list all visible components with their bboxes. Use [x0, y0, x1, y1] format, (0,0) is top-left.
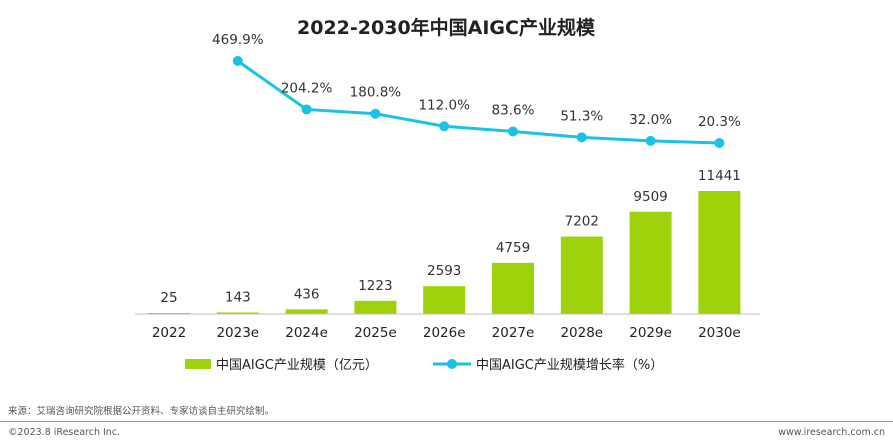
copyright: ©2023.8 iResearch Inc.: [8, 427, 121, 438]
x-tick-2029e: 2029e: [629, 325, 672, 341]
legend: 中国AIGC产业规模（亿元） 中国AIGC产业规模增长率（%）: [185, 357, 663, 373]
bar-2026e: [423, 286, 466, 314]
bar-2024e: [285, 309, 328, 314]
chart: 2022-2030年中国AIGC产业规模 25 143 436 1223 2593 475…: [135, 16, 760, 373]
legend-bar-label: 中国AIGC产业规模（亿元）: [216, 358, 378, 373]
bar-value-labels: 25 143 436 1223 2593 4759 7202 9509 11441: [160, 168, 740, 306]
bar-2027e: [492, 262, 534, 314]
legend-line-label: 中国AIGC产业规模增长率（%）: [476, 357, 663, 373]
bar-value-label-2022: 25: [160, 290, 177, 306]
growth-rate-points: [232, 56, 725, 148]
bar-value-label-2024e: 436: [294, 286, 320, 302]
bar-2028e: [560, 236, 603, 314]
x-tick-2026e: 2026e: [423, 325, 466, 341]
bar-value-label-2026e: 2593: [427, 263, 461, 279]
footer-divider: [0, 421, 893, 422]
x-tick-2027e: 2027e: [492, 325, 535, 341]
bar-value-label-2028e: 7202: [565, 214, 599, 230]
growth-label-2023e: 469.9%: [212, 32, 264, 48]
growth-label-2029e: 32.0%: [629, 112, 672, 128]
growth-label-2027e: 83.6%: [492, 102, 535, 118]
legend-bar-swatch: [185, 359, 211, 369]
bar-2029e: [629, 211, 672, 314]
growth-label-2025e: 180.8%: [350, 85, 402, 101]
legend-line-marker: [447, 359, 457, 369]
x-tick-2030e: 2030e: [698, 325, 741, 341]
growth-label-2026e: 112.0%: [418, 97, 470, 113]
growth-label-2024e: 204.2%: [281, 80, 333, 96]
growth-point-2027e: [508, 126, 518, 137]
bar-value-label-2023e: 143: [225, 289, 251, 305]
x-tick-2022: 2022: [152, 325, 186, 341]
bar-value-label-2030e: 11441: [698, 168, 741, 184]
growth-point-2028e: [576, 132, 587, 143]
bar-2030e: [698, 191, 741, 314]
growth-point-2029e: [645, 135, 656, 146]
bar-value-label-2029e: 9509: [633, 189, 667, 205]
growth-point-2025e: [370, 108, 381, 119]
bar-2023e: [216, 312, 259, 314]
growth-point-2030e: [714, 138, 725, 148]
website-link[interactable]: www.iresearch.com.cn: [778, 427, 885, 438]
x-tick-2025e: 2025e: [354, 325, 397, 341]
bar-series: [148, 191, 741, 314]
x-axis-tick-labels: 2022 2023e 2024e 2025e 2026e 2027e 2028e 2029e 2…: [152, 325, 741, 341]
growth-point-2023e: [232, 56, 243, 66]
bar-value-label-2027e: 4759: [496, 240, 530, 256]
x-tick-2023e: 2023e: [216, 325, 259, 341]
bar-value-label-2025e: 1223: [358, 278, 392, 294]
growth-point-2026e: [439, 121, 450, 132]
growth-label-2028e: 51.3%: [560, 108, 603, 124]
growth-rate-labels: 469.9% 204.2% 180.8% 112.0% 83.6% 51.3% 32.0% 2…: [212, 32, 741, 130]
bar-2025e: [354, 300, 397, 314]
source-note: 来源：艾瑞咨询研究院根据公开资料、专家访谈自主研究绘制。: [8, 406, 275, 417]
growth-point-2024e: [301, 104, 312, 115]
growth-label-2030e: 20.3%: [698, 114, 741, 130]
x-tick-2024e: 2024e: [285, 325, 328, 341]
x-tick-2028e: 2028e: [560, 325, 603, 341]
chart-title: 2022-2030年中国AIGC产业规模: [297, 16, 596, 39]
growth-rate-line: [236, 59, 720, 145]
